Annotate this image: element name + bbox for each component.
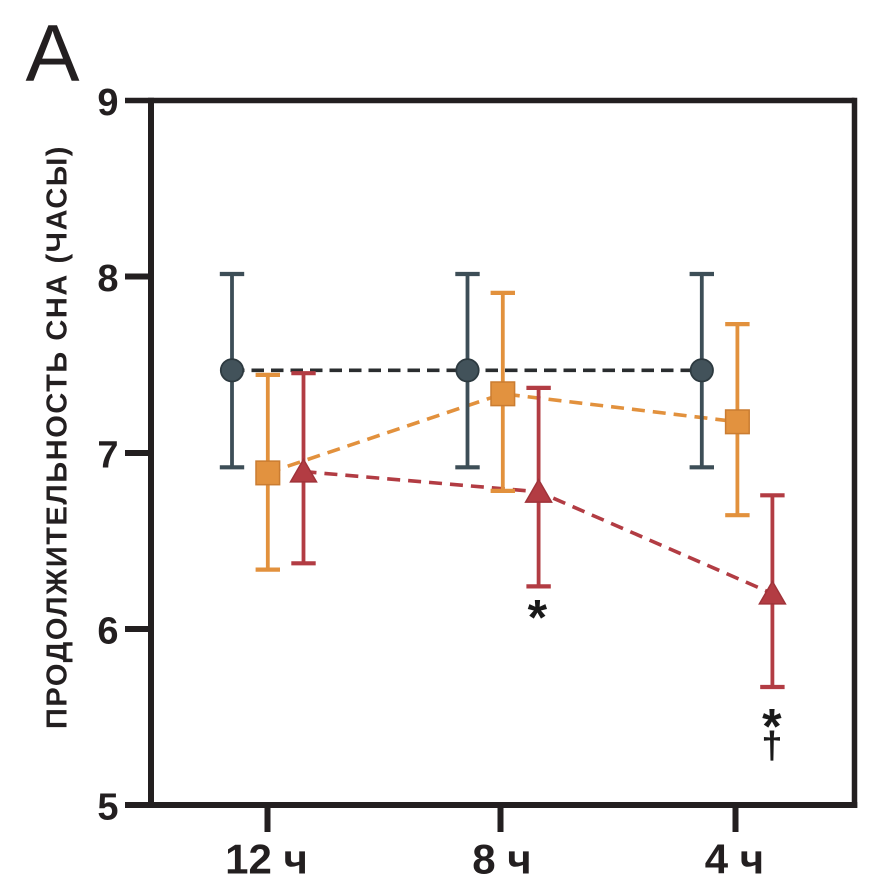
svg-text:A: A [26, 9, 80, 99]
svg-text:*: * [528, 590, 548, 646]
svg-text:6: 6 [97, 610, 118, 652]
svg-text:12 ч: 12 ч [225, 836, 308, 880]
svg-text:*: * [762, 699, 782, 755]
svg-text:9: 9 [97, 82, 118, 124]
svg-text:8: 8 [97, 258, 118, 300]
svg-text:8 ч: 8 ч [472, 836, 531, 880]
svg-text:5: 5 [97, 787, 118, 829]
svg-text:7: 7 [97, 435, 118, 477]
svg-text:ПРОДОЛЖИТЕЛЬНОСТЬ СНА (ЧАСЫ): ПРОДОЛЖИТЕЛЬНОСТЬ СНА (ЧАСЫ) [42, 145, 74, 729]
svg-text:†: † [761, 725, 782, 767]
svg-text:4 ч: 4 ч [705, 836, 764, 880]
